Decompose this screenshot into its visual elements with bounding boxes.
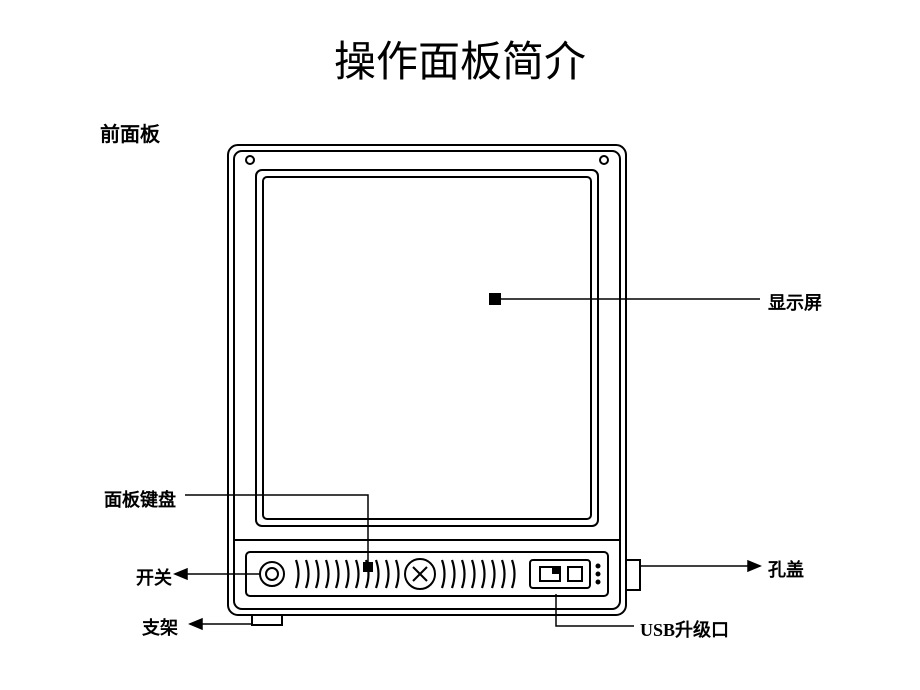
label-display: 显示屏: [768, 289, 822, 315]
label-switch: 开关: [136, 564, 172, 590]
keyboard-marker: [363, 562, 373, 572]
label-keyboard: 面板键盘: [104, 486, 176, 512]
label-usb: USB升级口: [640, 616, 729, 642]
label-stand: 支架: [142, 614, 178, 640]
label-cover: 孔盖: [768, 556, 804, 582]
display-marker: [489, 293, 501, 305]
usb-marker: [552, 566, 560, 574]
